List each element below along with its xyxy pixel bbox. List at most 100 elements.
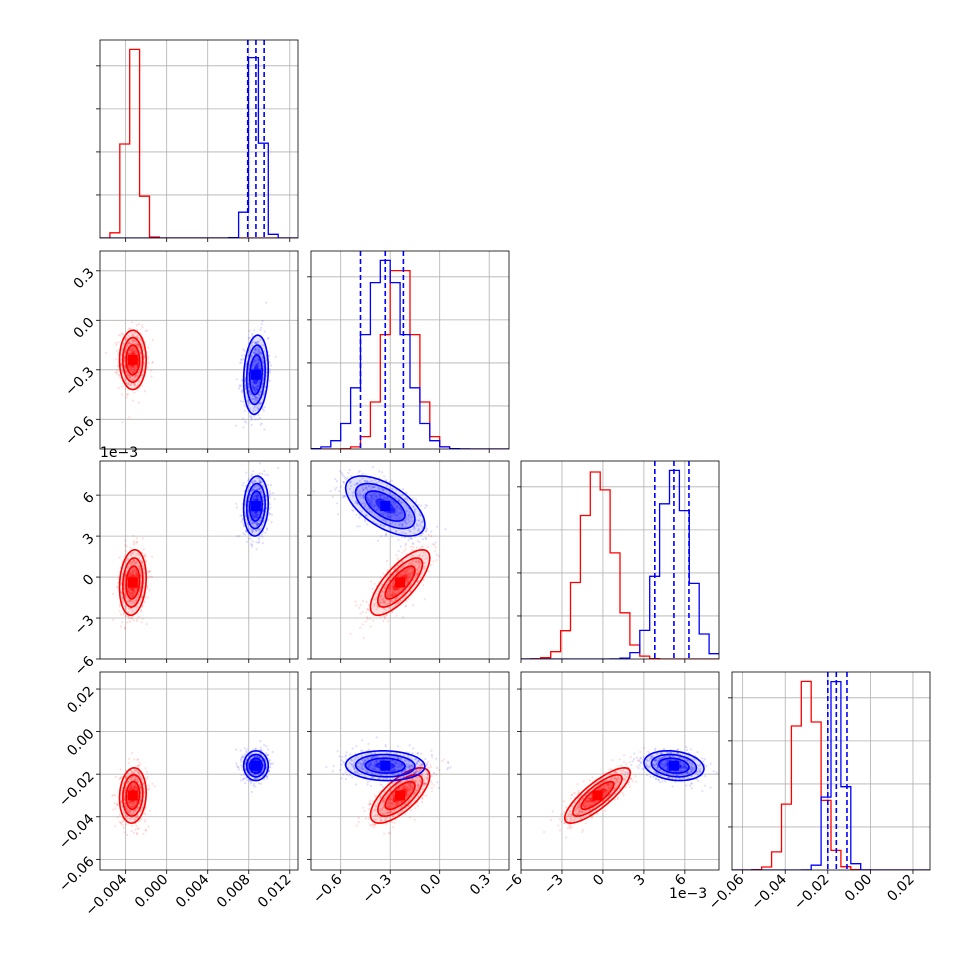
point: [124, 539, 127, 542]
point: [255, 484, 258, 487]
point: [256, 385, 260, 388]
point: [132, 568, 135, 571]
point: [131, 350, 135, 353]
histogram-blue: [732, 680, 930, 870]
point: [135, 574, 138, 578]
panel-frame: [99, 39, 299, 239]
point: [250, 473, 254, 476]
point: [252, 516, 255, 519]
point: [126, 393, 129, 396]
point: [378, 493, 381, 496]
point: [255, 359, 258, 362]
point: [252, 409, 255, 412]
point: [395, 530, 398, 533]
point: [407, 514, 410, 517]
point: [135, 541, 139, 544]
point: [131, 339, 134, 342]
point: [132, 559, 135, 562]
point: [124, 605, 127, 608]
point: [346, 476, 349, 479]
point: [368, 507, 371, 510]
point: [391, 487, 394, 490]
point: [121, 599, 124, 603]
point: [243, 409, 246, 412]
point: [375, 495, 378, 499]
point: [421, 527, 424, 530]
point: [255, 342, 258, 345]
point: [364, 503, 367, 506]
point: [132, 340, 136, 343]
point: [258, 540, 261, 544]
point: [421, 554, 425, 557]
point: [404, 548, 407, 551]
point: [256, 512, 259, 516]
point: [132, 368, 136, 371]
point: [381, 597, 385, 601]
histogram-red: [521, 471, 719, 659]
point: [430, 563, 433, 566]
point: [407, 516, 410, 519]
point: [131, 594, 134, 597]
point: [130, 600, 134, 603]
point: [251, 499, 254, 502]
point: [412, 497, 415, 500]
point: [381, 513, 384, 516]
point: [140, 610, 143, 613]
point: [268, 490, 271, 493]
point: [405, 595, 408, 598]
point: [412, 560, 415, 563]
point: [375, 495, 378, 498]
point: [259, 423, 262, 426]
point: [257, 394, 261, 397]
point: [129, 575, 132, 578]
point: [395, 530, 398, 533]
point: [388, 587, 391, 590]
point: [115, 349, 119, 352]
point: [137, 336, 140, 339]
point: [253, 494, 256, 497]
point: [131, 593, 134, 597]
point: [371, 486, 374, 489]
point: [382, 599, 385, 602]
point: [121, 621, 124, 624]
point: [380, 487, 383, 490]
point: [253, 386, 256, 389]
point: [367, 501, 371, 504]
point: [387, 499, 390, 502]
point: [140, 363, 143, 366]
point: [129, 599, 132, 602]
point: [382, 525, 386, 528]
point: [411, 563, 414, 566]
point: [250, 489, 254, 492]
point: [394, 501, 397, 504]
point: [258, 394, 261, 397]
point: [263, 469, 266, 473]
point: [413, 508, 416, 512]
point: [127, 334, 130, 338]
point: [372, 485, 375, 489]
point: [126, 372, 129, 375]
point: [136, 342, 139, 345]
point: [265, 359, 268, 362]
point: [382, 615, 386, 618]
point: [414, 560, 417, 564]
point: [251, 514, 254, 518]
point: [131, 350, 134, 353]
point: [252, 488, 255, 492]
point: [257, 495, 260, 498]
point: [251, 511, 254, 515]
point: [118, 820, 121, 824]
point: [145, 559, 148, 562]
point: [416, 573, 419, 576]
point: [271, 492, 275, 495]
point: [127, 587, 130, 590]
point: [416, 529, 419, 532]
point: [134, 561, 137, 564]
point: [390, 535, 393, 538]
point: [245, 471, 248, 474]
point: [397, 574, 400, 578]
point: [255, 348, 258, 351]
point: [134, 573, 138, 576]
point: [135, 365, 138, 368]
point: [375, 482, 378, 485]
